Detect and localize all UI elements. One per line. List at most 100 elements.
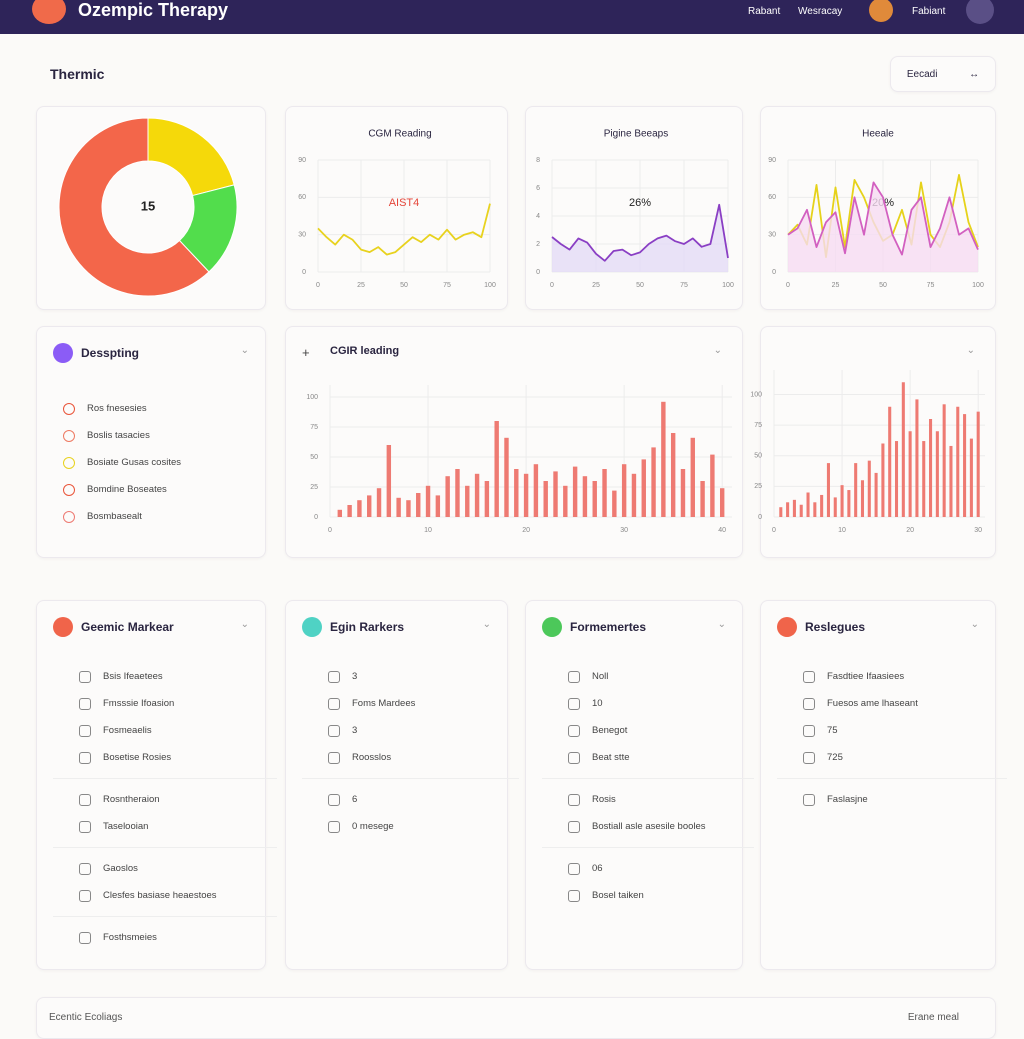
item-label: 10 bbox=[592, 698, 603, 709]
list-item[interactable]: Bosiate Gusas cosites bbox=[63, 449, 251, 476]
list-item[interactable]: Bosetise Rosies bbox=[79, 744, 251, 771]
list-item[interactable]: Bosel taiken bbox=[568, 882, 728, 909]
list-item[interactable]: 10 bbox=[568, 690, 728, 717]
list-item[interactable]: Fosthsmeies bbox=[79, 924, 251, 951]
list-item[interactable]: 3 bbox=[328, 663, 493, 690]
list-item[interactable]: Beat stte bbox=[568, 744, 728, 771]
item-label: Taselooian bbox=[103, 821, 149, 832]
list-item[interactable]: Bostiall asle asesile booles bbox=[568, 813, 728, 840]
item-label: 725 bbox=[827, 752, 843, 763]
nav-link[interactable]: Fabiant bbox=[912, 6, 946, 17]
list-item[interactable]: Clesfes basiase heaestoes bbox=[79, 882, 251, 909]
list-item[interactable]: Benegot bbox=[568, 717, 728, 744]
list-item[interactable]: 75 bbox=[803, 717, 981, 744]
item-icon bbox=[63, 483, 75, 496]
item-icon bbox=[803, 670, 815, 683]
panel: Reslegues ⌄ Fasdtiee Ifaasiees Fuesos ame l… bbox=[760, 600, 1007, 970]
add-icon[interactable]: + bbox=[302, 345, 310, 360]
nav-link[interactable]: Rabant bbox=[748, 6, 781, 17]
item-label: Fasdtiee Ifaasiees bbox=[827, 671, 905, 682]
panel: Desspting ⌄ Ros fnesesies Boslis tasacies Bo… bbox=[36, 326, 266, 558]
list-item[interactable]: Ros fnesesies bbox=[63, 395, 251, 422]
item-icon bbox=[79, 889, 91, 902]
item-icon bbox=[568, 889, 580, 902]
list-item[interactable]: Taselooian bbox=[79, 813, 251, 840]
list-item[interactable]: Foms Mardees bbox=[328, 690, 493, 717]
list-item[interactable]: Rosis bbox=[568, 786, 728, 813]
nav-link[interactable]: Wesracay bbox=[798, 6, 843, 17]
chevron[interactable]: ⌄ bbox=[240, 619, 249, 630]
item-label: Rosis bbox=[592, 794, 616, 805]
item-icon bbox=[63, 402, 75, 415]
item-label: 0 mesege bbox=[352, 821, 394, 832]
list-item[interactable]: Bomdine Boseates bbox=[63, 476, 251, 503]
chevron[interactable]: ⌄ bbox=[966, 345, 975, 356]
list-item[interactable]: Fasdtiee Ifaasiees bbox=[803, 663, 981, 690]
item-icon bbox=[803, 751, 815, 764]
panel-icon bbox=[777, 617, 797, 637]
panel: Formemertes ⌄ Noll 10 Benegot Beat stte Rosis B… bbox=[525, 600, 754, 970]
avatar[interactable] bbox=[869, 0, 893, 22]
divider bbox=[53, 916, 277, 917]
card: ⌄ bbox=[760, 326, 996, 558]
profile-button[interactable] bbox=[966, 0, 994, 24]
list-item[interactable]: Fmsssie Ifoasion bbox=[79, 690, 251, 717]
item-label: Foms Mardees bbox=[352, 698, 416, 709]
divider bbox=[53, 847, 277, 848]
item-icon bbox=[568, 793, 580, 806]
item-label: Bomdine Boseates bbox=[87, 484, 167, 495]
item-label: Rosntheraion bbox=[103, 794, 160, 805]
card bbox=[285, 106, 508, 310]
chevron[interactable]: ⌄ bbox=[970, 619, 979, 630]
panel-title: Egin Rarkers bbox=[330, 620, 405, 634]
item-icon bbox=[328, 670, 340, 683]
list-item[interactable]: Boslis tasacies bbox=[63, 422, 251, 449]
section-title: Thermic bbox=[50, 66, 105, 82]
footer-label: Ecentic Ecoliags bbox=[49, 1012, 123, 1023]
list-item[interactable]: Gaoslos bbox=[79, 855, 251, 882]
list-item[interactable]: Noll bbox=[568, 663, 728, 690]
item-icon bbox=[568, 820, 580, 833]
list-item[interactable]: Rosntheraion bbox=[79, 786, 251, 813]
list-item[interactable]: 6 bbox=[328, 786, 493, 813]
list-item[interactable]: 06 bbox=[568, 855, 728, 882]
item-label: Bosiate Gusas cosites bbox=[87, 457, 181, 468]
chevron[interactable]: ⌄ bbox=[240, 345, 249, 356]
panel-list: Fasdtiee Ifaasiees Fuesos ame lhaseant 75 7… bbox=[777, 663, 1007, 813]
item-label: 3 bbox=[352, 725, 358, 736]
list-item[interactable]: Bsis Ifeaetees bbox=[79, 663, 251, 690]
item-label: Bsis Ifeaetees bbox=[103, 671, 163, 682]
toolbar-button[interactable]: Eecadi ↔ bbox=[890, 56, 996, 92]
item-icon bbox=[79, 793, 91, 806]
chevron[interactable]: ⌄ bbox=[717, 619, 726, 630]
item-label: Fosthsmeies bbox=[103, 932, 157, 943]
item-label: Fmsssie Ifoasion bbox=[103, 698, 175, 709]
list-item[interactable]: Fosmeaelis bbox=[79, 717, 251, 744]
item-icon bbox=[568, 697, 580, 710]
panel-list: Noll 10 Benegot Beat stte Rosis Bostiall asle… bbox=[542, 663, 754, 909]
panel: Geemic Markear ⌄ Bsis Ifeaetees Fmsssie Ifo… bbox=[36, 600, 277, 970]
list-item[interactable]: Roosslos bbox=[328, 744, 493, 771]
item-icon bbox=[803, 793, 815, 806]
logo bbox=[32, 0, 66, 24]
list-item[interactable]: 0 mesege bbox=[328, 813, 493, 840]
panel-header: Reslegues bbox=[777, 617, 865, 637]
chevron[interactable]: ⌄ bbox=[482, 619, 491, 630]
chevron[interactable]: ⌄ bbox=[713, 345, 722, 356]
app-title: Ozempic Therapy bbox=[78, 0, 229, 20]
item-icon bbox=[568, 670, 580, 683]
list-item[interactable]: 725 bbox=[803, 744, 981, 771]
list-item[interactable]: 3 bbox=[328, 717, 493, 744]
item-label: Bosel taiken bbox=[592, 890, 644, 901]
list-item[interactable]: Faslasjne bbox=[803, 786, 981, 813]
list-item[interactable]: Fuesos ame lhaseant bbox=[803, 690, 981, 717]
item-icon bbox=[79, 670, 91, 683]
list-item[interactable]: Bosmbasealt bbox=[63, 503, 251, 530]
item-icon bbox=[328, 820, 340, 833]
footer-link[interactable]: Erane meal bbox=[907, 1012, 959, 1023]
card bbox=[36, 106, 266, 310]
item-label: Bostiall asle asesile booles bbox=[592, 821, 706, 832]
item-icon bbox=[63, 456, 75, 469]
panel-title: Geemic Markear bbox=[81, 620, 174, 634]
